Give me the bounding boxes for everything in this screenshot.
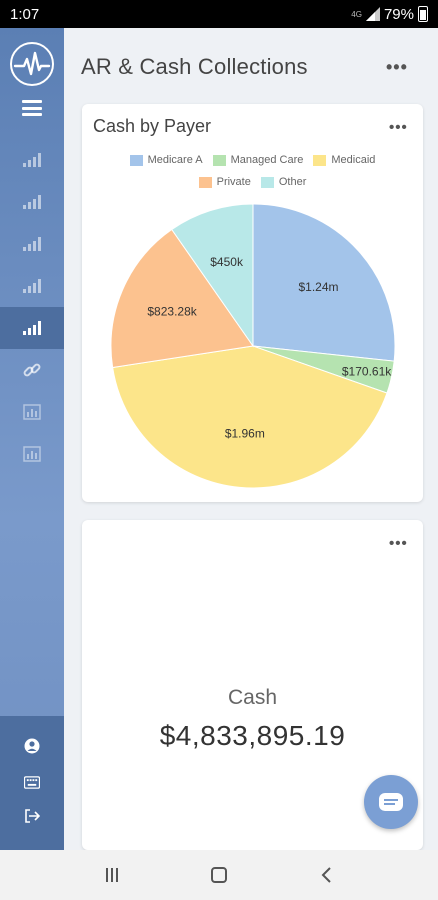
logout-icon[interactable] [24,808,40,824]
chart-legend: Medicare A Managed Care Medicaid Private… [82,154,423,198]
chat-icon [379,793,403,811]
back-icon[interactable] [320,867,332,883]
pie-slice-other[interactable] [171,203,254,348]
status-time: 1:07 [10,5,40,23]
sidebar-item-chart-2[interactable] [0,181,64,223]
pie-data-label: $450k [210,255,244,269]
report-chart-icon [23,446,41,462]
chat-button[interactable] [364,775,418,829]
legend-item-private[interactable]: Private [198,176,251,188]
status-indicators: 4G 79% [351,6,428,23]
page-title: AR & Cash Collections [81,54,308,79]
sidebar-item-chart-1[interactable] [0,139,64,181]
more-horizontal-icon[interactable]: ••• [386,57,408,77]
pie-slice-private[interactable] [110,228,254,369]
legend-item-other[interactable]: Other [260,176,306,188]
bar-chart-icon [23,153,41,167]
recent-apps-icon[interactable] [106,868,119,882]
report-chart-icon [23,404,41,420]
pie-data-label: $170.61k [342,365,392,379]
card-title: Cash by Payer [93,116,212,136]
pie-chart: $1.24m $170.61k $1.96m $823.28k $450k [110,203,396,489]
heartbeat-logo-icon[interactable] [10,42,54,86]
bar-chart-icon [23,195,41,209]
sidebar-item-report-1[interactable] [0,391,64,433]
sidebar-item-report-2[interactable] [0,433,64,475]
battery-percent: 79% [383,5,414,23]
sidebar-item-link[interactable] [0,349,64,391]
sidebar-footer [0,716,64,850]
pie-data-label: $823.28k [147,304,197,318]
pie-slice-medicaid[interactable] [112,345,388,489]
kpi-value: $4,833,895.19 [159,720,346,751]
network-indicator: 4G [351,9,362,19]
more-horizontal-icon[interactable]: ••• [389,119,408,136]
pie-slice-medicare-a[interactable] [252,203,396,362]
pie-data-label: $1.96m [225,427,265,441]
home-icon[interactable] [210,867,227,883]
signal-icon [365,7,380,21]
user-icon[interactable] [24,738,40,754]
more-horizontal-icon[interactable]: ••• [389,535,408,552]
bar-chart-icon [23,321,41,335]
cash-by-payer-card: Cash by Payer ••• Medicare A Managed Car… [82,104,423,502]
link-icon [23,363,41,377]
bar-chart-icon [23,237,41,251]
status-bar: 1:07 4G 79% [0,0,438,28]
sidebar-item-chart-5-active[interactable] [0,307,64,349]
sidebar [0,28,64,850]
kpi-label: Cash [227,686,278,709]
pie-data-label: $1.24m [298,280,338,294]
legend-item-medicaid[interactable]: Medicaid [313,154,375,166]
legend-item-medicare-a[interactable]: Medicare A [129,154,203,166]
bar-chart-icon [23,279,41,293]
hamburger-icon[interactable] [22,100,42,116]
sidebar-item-chart-3[interactable] [0,223,64,265]
cash-kpi-card: ••• Cash $4,833,895.19 [82,520,423,850]
android-nav-bar [0,850,438,900]
battery-icon [418,6,428,22]
legend-item-managed-care[interactable]: Managed Care [212,154,303,166]
keyboard-icon[interactable] [24,774,40,790]
sidebar-item-chart-4[interactable] [0,265,64,307]
